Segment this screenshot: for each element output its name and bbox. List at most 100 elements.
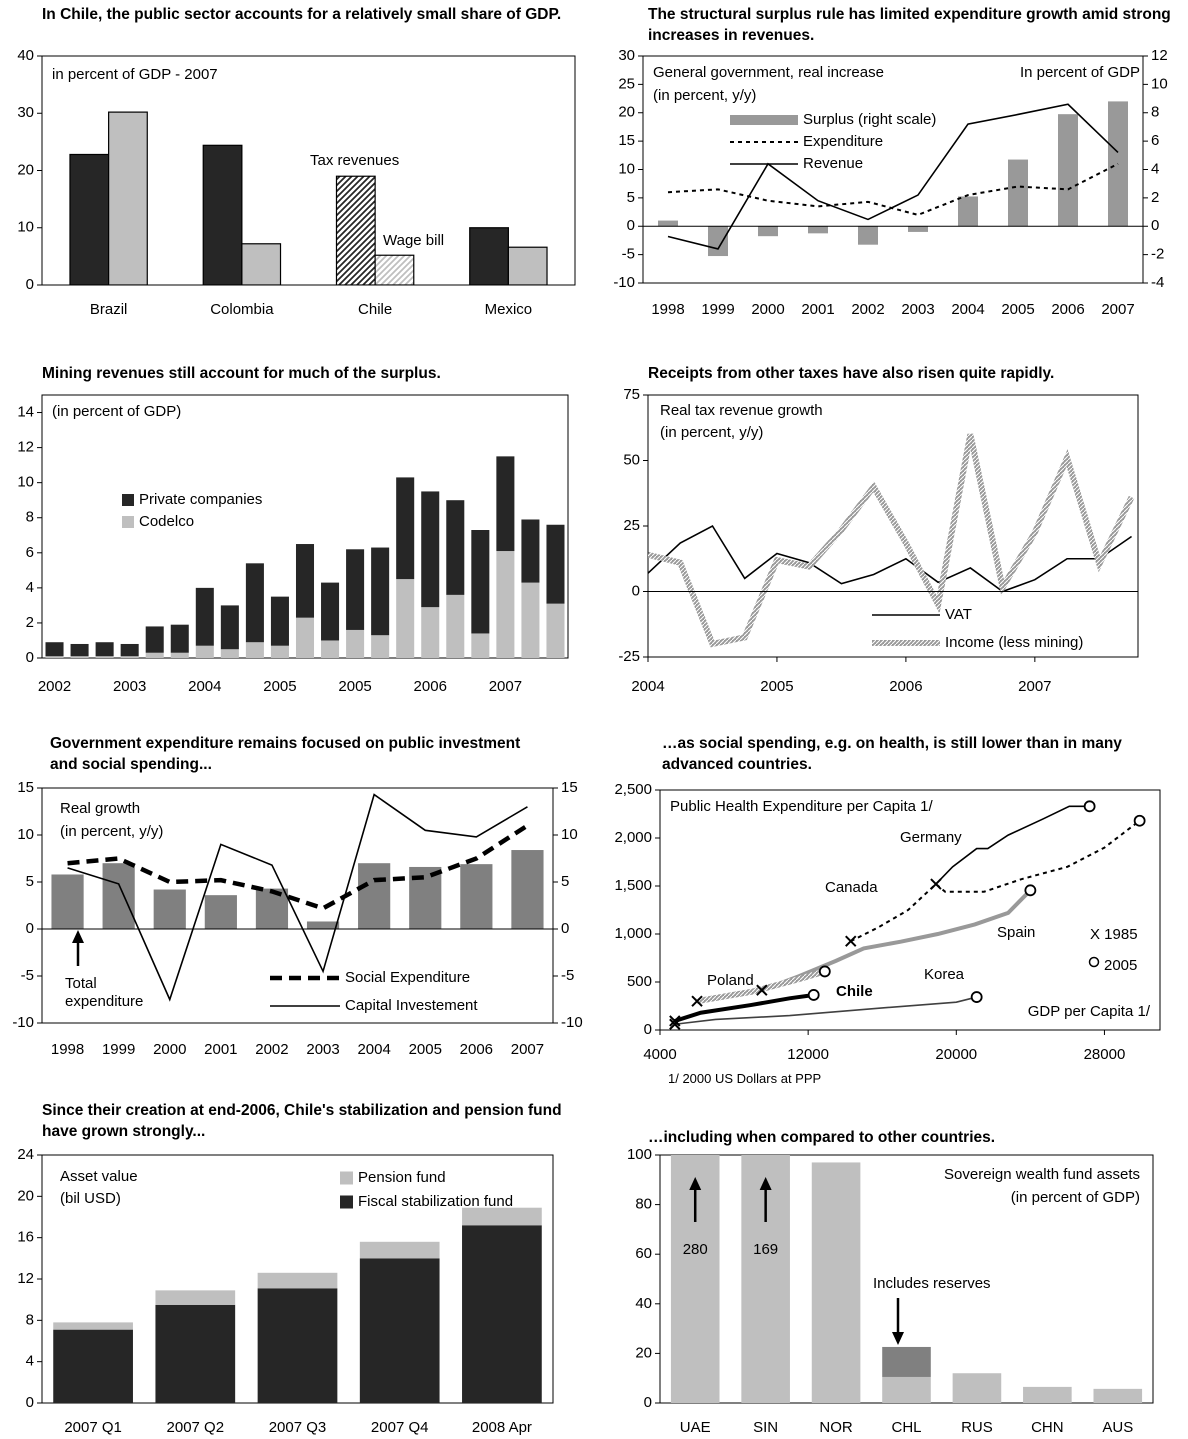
x-tick-label: NOR: [819, 1419, 853, 1436]
x-tick-label: 2004: [188, 678, 221, 695]
y-tick-label: 5: [561, 873, 569, 890]
x-tick-label: Mexico: [485, 301, 533, 318]
marker-start: [930, 878, 942, 890]
x-tick-label: 2006: [1051, 301, 1084, 318]
bar: [170, 652, 189, 658]
bar: [396, 477, 415, 580]
annotation: Sovereign wealth fund assets: [944, 1166, 1140, 1183]
line: [667, 103, 1119, 250]
bar: [446, 594, 465, 658]
x-tick-label: 2002: [255, 1041, 288, 1058]
annotation: (in percent, y/y): [653, 87, 757, 104]
bar: [811, 1162, 861, 1403]
bar: [374, 254, 415, 285]
series-label: Spain: [997, 924, 1035, 941]
bar: [145, 652, 164, 658]
plot-area: [674, 805, 1141, 1026]
y-tick-label: 1,500: [614, 877, 652, 894]
bar: [245, 563, 264, 643]
annotation: General government, real increase: [653, 64, 884, 81]
marker-start: [756, 984, 768, 996]
arrow-head: [892, 1332, 904, 1345]
x-tick-label: AUS: [1102, 1419, 1133, 1436]
bar: [102, 863, 135, 929]
marker-end: [1024, 884, 1037, 897]
y-tick-label: 20: [17, 161, 34, 178]
bar: [460, 864, 493, 929]
bar: [346, 629, 365, 658]
bar: [421, 491, 440, 608]
x-tick-label: 2003: [113, 678, 146, 695]
legend-label: Income (less mining): [945, 634, 1083, 651]
bar: [359, 1241, 440, 1259]
bar: [882, 1376, 931, 1403]
legend-swatch: [730, 115, 798, 125]
y-tick-label: 12: [17, 439, 34, 456]
y-tick-label: 10: [17, 474, 34, 491]
series-label: Wage bill: [383, 232, 444, 249]
line: [67, 823, 529, 911]
y-tick-label: 0: [26, 276, 34, 293]
y-tick-label: 100: [627, 1146, 652, 1163]
bar: [245, 642, 264, 658]
series-label: Germany: [900, 829, 962, 846]
x-tick-label: Colombia: [210, 301, 274, 318]
bar: [120, 643, 139, 657]
plot-frame: [659, 789, 1161, 1031]
bar: [469, 227, 509, 285]
annotation: GDP per Capita 1/: [1027, 1003, 1150, 1020]
bar: [908, 226, 928, 232]
marker-end: [1133, 814, 1146, 827]
x-tick-label: 2003: [306, 1041, 339, 1058]
y-tick-label: 16: [17, 1229, 34, 1246]
bar: [270, 645, 289, 658]
bar: [952, 1373, 1002, 1403]
bar: [255, 888, 289, 929]
bar: [195, 645, 214, 658]
y-tick-label: -5: [622, 246, 635, 263]
y-tick-label: 20: [635, 1344, 652, 1361]
x-tick-label: 2006: [414, 678, 447, 695]
y-tick-label: 5: [26, 873, 34, 890]
annotation: (bil USD): [60, 1190, 121, 1207]
legend-swatch: [122, 494, 134, 506]
x-tick-label: CHN: [1031, 1419, 1064, 1436]
bar: [45, 656, 64, 658]
chart-title: Government expenditure remains focused o…: [50, 735, 521, 773]
y-tick-label: 15: [17, 779, 34, 796]
y-tick-label: 12: [17, 1270, 34, 1287]
y-tick-label: 15: [618, 132, 635, 149]
x-tick-label: 2008 Apr: [472, 1419, 532, 1436]
plot-area: [69, 111, 548, 285]
x-tick-label: 2007: [1018, 678, 1051, 695]
x-tick-label: 1999: [701, 301, 734, 318]
bar: [120, 656, 139, 658]
y-tick-label: 20: [618, 104, 635, 121]
annotation: (in percent, y/y): [660, 424, 764, 441]
legend-label: Fiscal stabilization fund: [358, 1193, 513, 1210]
y-tick-label: 15: [561, 779, 578, 796]
bar: [421, 607, 440, 658]
bar: [496, 456, 515, 552]
plot-area: [648, 433, 1135, 648]
annotation: Asset value: [60, 1168, 138, 1185]
x-tick-label: 2007: [511, 1041, 544, 1058]
bar: [462, 1225, 542, 1403]
y-tick-label: 500: [627, 973, 652, 990]
chart-title: In Chile, the public sector accounts for…: [42, 6, 562, 23]
y-tick-label: 0: [1151, 217, 1159, 234]
y-tick-label: 4: [26, 1353, 34, 1370]
bar: [446, 500, 465, 595]
y-tick-label: 40: [17, 47, 34, 64]
y-tick-label: 0: [26, 920, 34, 937]
bar: [321, 582, 340, 641]
y-tick-label: 0: [26, 1394, 34, 1411]
x-tick-label: 12000: [787, 1046, 829, 1063]
bar: [306, 921, 340, 929]
legend-label: Expenditure: [803, 133, 883, 150]
line: [696, 968, 826, 1005]
annotation: Real growth: [60, 800, 141, 817]
bar: [1093, 1388, 1143, 1403]
x-tick-label: 2001: [204, 1041, 237, 1058]
